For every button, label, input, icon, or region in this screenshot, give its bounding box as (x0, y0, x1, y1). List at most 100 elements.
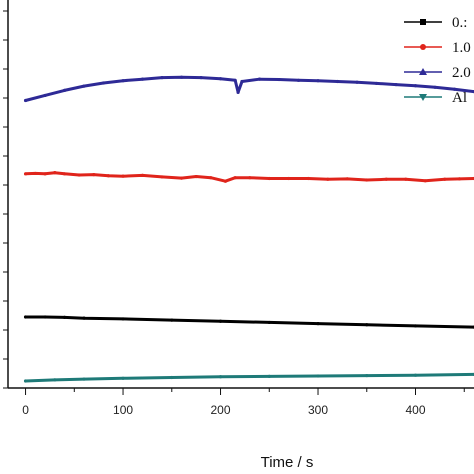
legend-label: 0.: (452, 15, 467, 31)
data-point (160, 175, 164, 179)
data-point (374, 81, 379, 86)
x-tick-label: 200 (211, 403, 231, 417)
data-point (23, 172, 28, 176)
data-point (23, 98, 28, 103)
data-point (287, 176, 291, 181)
series-1 (23, 171, 474, 183)
data-point (77, 173, 81, 177)
data-point (413, 84, 418, 88)
data-point (267, 374, 271, 378)
data-point (240, 79, 244, 84)
data-point (218, 319, 223, 323)
data-point (233, 78, 237, 82)
data-point (267, 320, 271, 325)
data-point (82, 377, 86, 381)
data-point (140, 77, 145, 81)
legend-item-3: Al (404, 90, 467, 106)
legend-triangle-marker (419, 68, 427, 75)
legend-circle-marker (420, 44, 426, 50)
x-tick-label: 300 (308, 403, 328, 417)
series-line (25, 372, 474, 383)
data-point (316, 321, 320, 326)
data-point (43, 315, 47, 319)
data-point (306, 176, 310, 181)
data-point (326, 177, 330, 181)
data-point (236, 90, 240, 94)
data-point (53, 171, 57, 175)
data-point (394, 82, 398, 87)
data-point (365, 323, 369, 327)
data-point (423, 179, 427, 183)
data-point (62, 172, 67, 176)
data-point (82, 316, 86, 320)
x-tick-label: 400 (405, 403, 425, 417)
data-point (413, 373, 418, 377)
data-point (404, 177, 408, 181)
data-point (457, 177, 461, 181)
data-point (121, 174, 125, 178)
data-point (179, 176, 184, 180)
x-tick-label: 100 (113, 403, 133, 417)
data-point (267, 176, 271, 181)
data-point (345, 177, 349, 181)
plot-area: 0 100 200 300 400 (3, 0, 474, 417)
data-point (223, 179, 228, 183)
data-point (23, 379, 28, 383)
data-point (209, 176, 213, 180)
data-point (443, 177, 447, 181)
data-point (199, 76, 203, 80)
data-point (218, 375, 223, 379)
data-point (316, 79, 320, 83)
data-point (121, 317, 125, 321)
data-point (43, 172, 47, 176)
data-point (53, 378, 57, 382)
legend-triangle-down-marker (419, 94, 427, 101)
data-point (82, 84, 86, 88)
x-axis-title: Time / s (261, 454, 314, 471)
data-point (384, 177, 388, 181)
series-2 (23, 75, 474, 103)
data-point (62, 315, 67, 319)
data-point (248, 176, 252, 180)
legend-item-2: 2.0 (404, 65, 471, 81)
legend-item-0: 0.: (404, 15, 467, 31)
data-point (335, 79, 340, 84)
series-0 (23, 315, 474, 329)
data-point (365, 373, 369, 378)
data-point (62, 88, 67, 93)
data-point (365, 178, 369, 182)
data-point (233, 176, 237, 180)
series-line (25, 315, 474, 329)
data-point (121, 79, 125, 83)
x-tick-label: 0 (22, 403, 29, 417)
data-point (296, 78, 301, 82)
data-point (170, 318, 174, 322)
legend-item-1: 1.0 (404, 40, 471, 56)
data-point (257, 77, 262, 81)
data-point (218, 77, 223, 81)
series-layer (23, 75, 474, 383)
data-point (43, 93, 47, 98)
data-point (194, 174, 198, 179)
data-point (33, 171, 37, 176)
data-point (121, 376, 125, 380)
data-point (140, 173, 145, 177)
legend-label: 1.0 (452, 40, 471, 56)
data-point (452, 87, 457, 91)
data-point (355, 80, 359, 84)
data-point (179, 75, 184, 79)
legend-square-marker (420, 19, 426, 25)
legend-label: Al (452, 90, 467, 106)
series-3 (23, 372, 474, 383)
data-point (277, 77, 281, 82)
data-point (413, 324, 418, 328)
data-point (23, 315, 28, 319)
data-point (106, 174, 111, 178)
series-line (25, 75, 474, 102)
data-point (433, 85, 437, 89)
data-point (316, 374, 320, 378)
data-point (160, 76, 164, 80)
data-point (101, 81, 106, 85)
data-point (92, 173, 96, 177)
